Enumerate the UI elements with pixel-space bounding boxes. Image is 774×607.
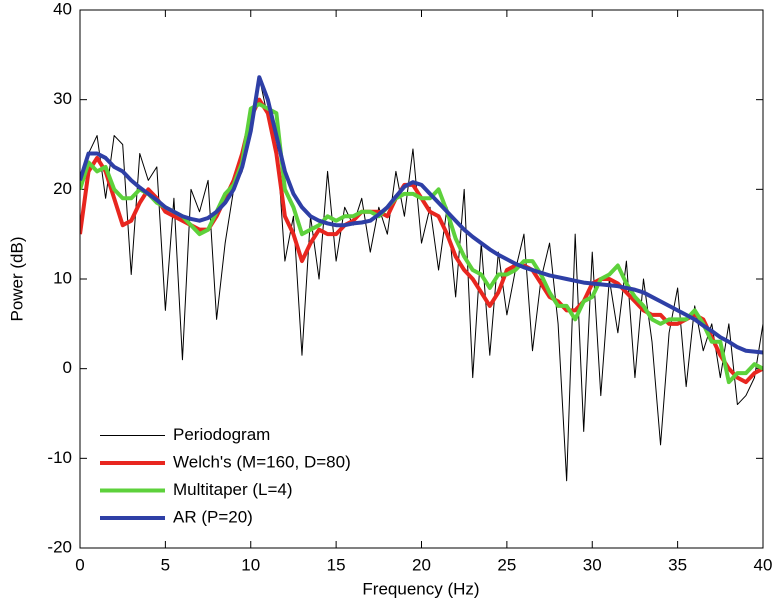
legend-label: Periodogram — [173, 425, 270, 444]
plot-frame — [79, 9, 764, 549]
y-tick-label: 10 — [53, 268, 72, 287]
series-line — [80, 102, 763, 385]
x-tick-label: 0 — [75, 555, 84, 574]
legend-label: Multitaper (L=4) — [173, 480, 293, 499]
y-axis-label: Power (dB) — [7, 236, 26, 321]
y-tick-label: 40 — [53, 0, 72, 18]
series-line — [80, 76, 763, 482]
x-tick-label: 15 — [327, 555, 346, 574]
x-tick-label: 25 — [497, 555, 516, 574]
x-tick-label: 40 — [754, 555, 773, 574]
x-tick-label: 20 — [412, 555, 431, 574]
y-tick-label: -20 — [47, 537, 72, 556]
legend-label: AR (P=20) — [173, 507, 253, 526]
x-tick-label: 10 — [241, 555, 260, 574]
x-tick-label: 35 — [668, 555, 687, 574]
legend-label: Welch's (M=160, D=80) — [173, 452, 351, 471]
series-line — [80, 75, 763, 355]
y-tick-label: 30 — [53, 89, 72, 108]
y-tick-label: 20 — [53, 179, 72, 198]
y-tick-label: -10 — [47, 448, 72, 467]
x-tick-label: 5 — [161, 555, 170, 574]
x-tick-label: 30 — [583, 555, 602, 574]
x-axis-label: Frequency (Hz) — [362, 579, 479, 598]
y-tick-label: 0 — [63, 358, 72, 377]
